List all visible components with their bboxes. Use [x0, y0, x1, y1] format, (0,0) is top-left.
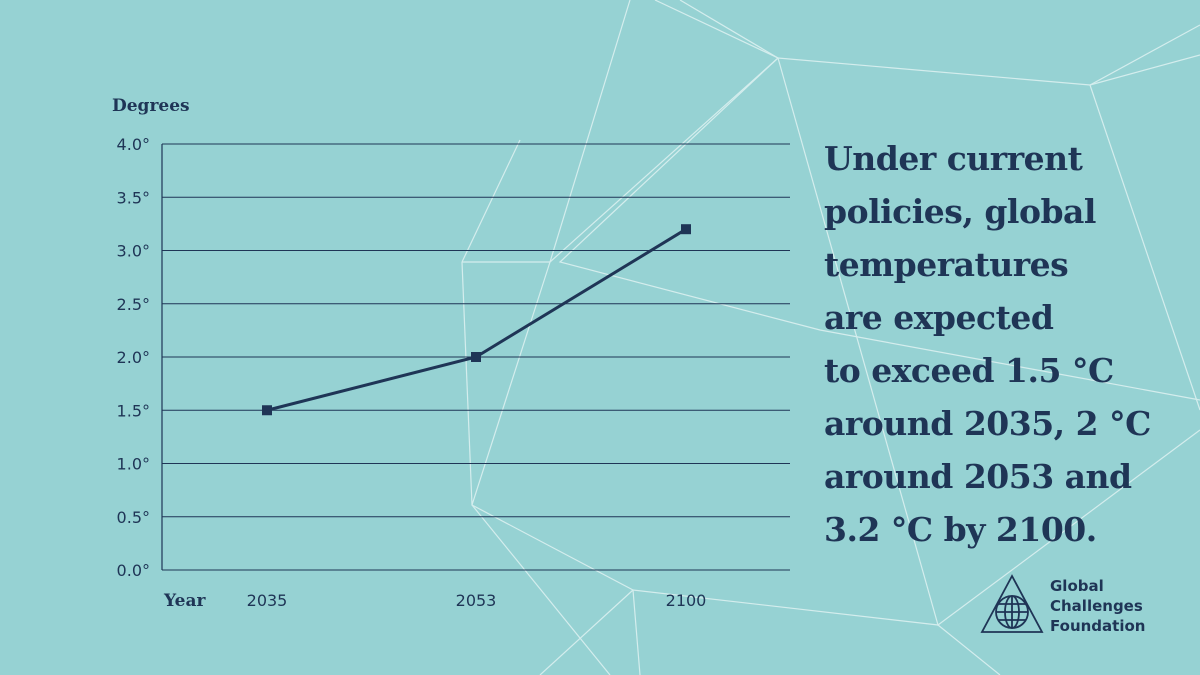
- series-line: [266, 227, 687, 412]
- data-point-marker: [681, 224, 691, 235]
- headline-line: around 2053 and: [824, 457, 1132, 496]
- headline-line: 3.2 °C by 2100.: [824, 510, 1097, 549]
- y-tick-label: 1.0°: [117, 455, 150, 474]
- y-tick-label: 1.5°: [117, 401, 150, 420]
- foundation-logo: Global Challenges Foundation: [980, 574, 1180, 638]
- y-tick-label: 4.0°: [117, 135, 150, 154]
- x-tick-label: 2035: [247, 591, 288, 610]
- y-tick-label: 2.5°: [117, 295, 150, 314]
- data-point-marker: [262, 405, 272, 416]
- y-tick-label: 0.0°: [117, 561, 150, 580]
- data-point-marker: [471, 352, 481, 362]
- x-axis-label: Year: [163, 591, 206, 611]
- headline-text: Under current policies, global temperatu…: [824, 132, 1184, 556]
- logo-text-line: Challenges: [1050, 597, 1143, 615]
- logo-text-line: Global: [1050, 577, 1104, 595]
- headline-line: are expected: [824, 298, 1054, 337]
- y-tick-label: 3.5°: [117, 188, 150, 207]
- globe-triangle-icon: [980, 574, 1044, 633]
- logo-text-line: Foundation: [1050, 617, 1146, 635]
- headline-line: policies, global: [824, 192, 1096, 231]
- gridlines: [161, 143, 790, 571]
- series-temperature: [262, 224, 691, 416]
- x-tick-labels: 2035 2053 2100: [247, 591, 707, 610]
- x-tick-label: 2100: [666, 591, 707, 610]
- y-tick-label: 2.0°: [117, 348, 150, 367]
- headline-line: to exceed 1.5 °C: [824, 351, 1114, 390]
- y-tick-label: 0.5°: [117, 508, 150, 527]
- y-tick-labels: 0.0° 0.5° 1.0° 1.5° 2.0° 2.5° 3.0° 3.5° 4.0°: [117, 135, 150, 580]
- headline-line: temperatures: [824, 245, 1069, 284]
- headline-line: around 2035, 2 °C: [824, 404, 1151, 443]
- y-tick-label: 3.0°: [117, 242, 150, 261]
- x-tick-label: 2053: [456, 591, 497, 610]
- y-axis-label: Degrees: [112, 96, 190, 116]
- headline-line: Under current: [824, 139, 1083, 178]
